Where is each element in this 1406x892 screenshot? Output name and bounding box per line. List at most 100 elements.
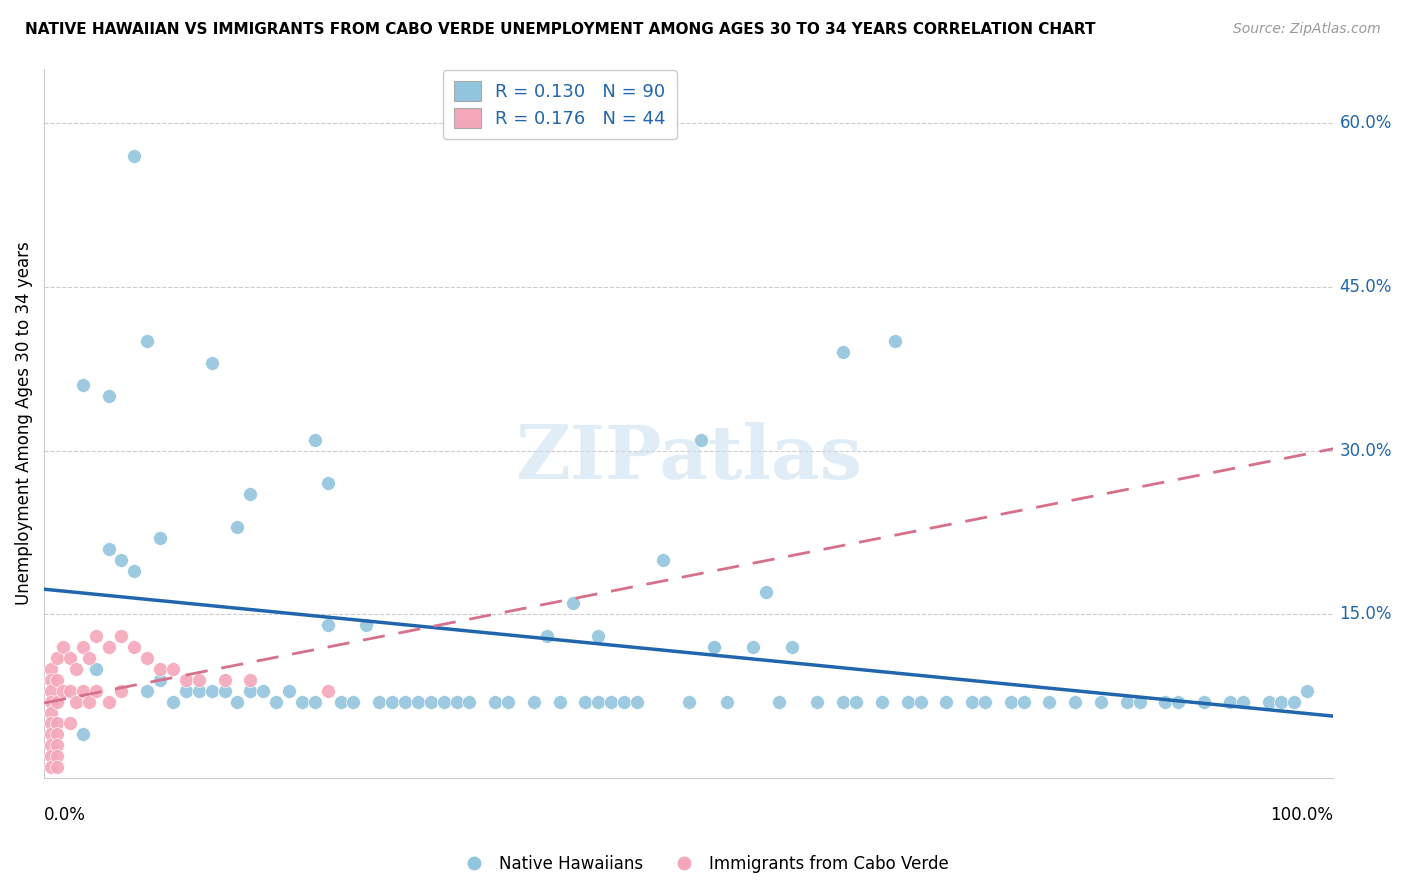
Point	[72, 640, 94, 654]
Point	[97, 695, 120, 709]
Point	[201, 356, 224, 370]
Point	[39, 695, 62, 709]
Point	[651, 552, 673, 566]
Point	[136, 651, 159, 665]
Point	[548, 695, 571, 709]
Point	[1270, 695, 1292, 709]
Point	[433, 695, 456, 709]
Point	[536, 629, 558, 643]
Point	[458, 695, 481, 709]
Point	[174, 673, 197, 687]
Point	[97, 389, 120, 403]
Point	[84, 629, 107, 643]
Y-axis label: Unemployment Among Ages 30 to 34 years: Unemployment Among Ages 30 to 34 years	[15, 242, 32, 605]
Point	[755, 585, 778, 599]
Point	[897, 695, 920, 709]
Point	[716, 695, 738, 709]
Point	[446, 695, 468, 709]
Point	[46, 651, 69, 665]
Point	[72, 727, 94, 741]
Text: 0.0%: 0.0%	[44, 806, 86, 824]
Point	[214, 683, 236, 698]
Point	[910, 695, 932, 709]
Point	[187, 673, 209, 687]
Point	[72, 378, 94, 392]
Point	[110, 629, 132, 643]
Point	[588, 629, 610, 643]
Point	[419, 695, 441, 709]
Point	[264, 695, 287, 709]
Point	[342, 695, 364, 709]
Point	[239, 487, 262, 501]
Point	[496, 695, 519, 709]
Point	[46, 760, 69, 774]
Point	[46, 738, 69, 752]
Point	[690, 433, 713, 447]
Text: 60.0%: 60.0%	[1340, 114, 1392, 132]
Point	[1296, 683, 1319, 698]
Point	[329, 695, 352, 709]
Point	[187, 683, 209, 698]
Point	[136, 683, 159, 698]
Point	[59, 651, 82, 665]
Point	[97, 541, 120, 556]
Point	[368, 695, 391, 709]
Point	[39, 749, 62, 764]
Point	[65, 695, 87, 709]
Point	[613, 695, 636, 709]
Point	[316, 683, 339, 698]
Point	[678, 695, 700, 709]
Point	[742, 640, 765, 654]
Point	[1129, 695, 1152, 709]
Legend: Native Hawaiians, Immigrants from Cabo Verde: Native Hawaiians, Immigrants from Cabo V…	[450, 848, 956, 880]
Point	[1167, 695, 1189, 709]
Point	[77, 695, 100, 709]
Point	[1232, 695, 1254, 709]
Point	[39, 760, 62, 774]
Point	[1090, 695, 1112, 709]
Point	[110, 552, 132, 566]
Point	[768, 695, 790, 709]
Point	[394, 695, 416, 709]
Point	[226, 520, 249, 534]
Point	[59, 683, 82, 698]
Point	[136, 334, 159, 349]
Point	[84, 662, 107, 676]
Point	[97, 640, 120, 654]
Point	[561, 596, 583, 610]
Point	[832, 345, 855, 359]
Point	[626, 695, 648, 709]
Point	[806, 695, 828, 709]
Point	[59, 716, 82, 731]
Point	[356, 618, 378, 632]
Text: 30.0%: 30.0%	[1340, 442, 1392, 459]
Point	[304, 695, 326, 709]
Point	[780, 640, 803, 654]
Text: 45.0%: 45.0%	[1340, 277, 1392, 296]
Point	[1192, 695, 1215, 709]
Point	[46, 695, 69, 709]
Point	[110, 683, 132, 698]
Point	[77, 651, 100, 665]
Text: ZIPatlas: ZIPatlas	[515, 422, 862, 495]
Point	[1284, 695, 1306, 709]
Point	[278, 683, 301, 698]
Point	[588, 695, 610, 709]
Text: 100.0%: 100.0%	[1270, 806, 1333, 824]
Point	[1115, 695, 1137, 709]
Point	[39, 738, 62, 752]
Point	[124, 149, 146, 163]
Point	[1012, 695, 1035, 709]
Point	[39, 727, 62, 741]
Point	[832, 695, 855, 709]
Point	[974, 695, 997, 709]
Point	[124, 640, 146, 654]
Point	[239, 683, 262, 698]
Point	[46, 673, 69, 687]
Point	[574, 695, 596, 709]
Point	[1219, 695, 1241, 709]
Point	[484, 695, 506, 709]
Point	[39, 673, 62, 687]
Point	[149, 673, 172, 687]
Point	[226, 695, 249, 709]
